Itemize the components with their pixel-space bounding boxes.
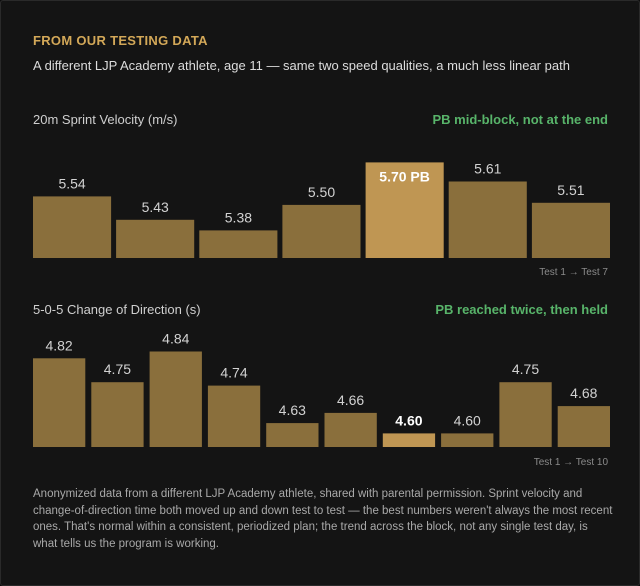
cod-bar-5 [266,423,319,447]
cod-value-label-1: 4.82 [45,337,72,353]
cod-value-label-4: 4.74 [220,365,247,381]
sprint-velocity-chart: 5.54 5.43 5.38 5.50 5.70 PB 5.61 5.51 [33,161,610,258]
sprint-bar-5 [365,162,444,258]
cod-value-label-8: 4.60 [454,412,481,428]
sprint-bar-6 [448,181,527,258]
sprint-range-label: Test 1 → Test 7 [539,267,608,278]
cod-value-label-2: 4.75 [104,361,131,377]
cod-bar-7 [382,433,436,447]
change-of-direction-chart: 4.82 4.75 4.84 4.74 4.63 4.66 4.60 4.60 4.75 4.68 [33,331,610,447]
eyebrow-label: FROM OUR TESTING DATA [33,33,208,48]
sprint-bar-4 [282,204,361,258]
sprint-value-label-2: 5.43 [142,199,169,215]
sprint-value-label-7: 5.51 [557,182,584,198]
cod-bar-8 [441,433,494,447]
cod-value-label-9: 4.75 [512,361,539,377]
cod-value-label-7: 4.60 [395,412,422,428]
cod-value-label-6: 4.66 [337,392,364,408]
cod-bar-9 [499,382,552,447]
cod-bar-4 [207,385,261,447]
cod-bar-3 [149,351,202,447]
sprint-bar-1 [33,196,112,258]
sprint-bar-7 [531,202,610,258]
sprint-value-label-5: 5.70 PB [379,168,430,184]
cod-bar-2 [91,382,144,447]
sprint-chart-annotation: PB mid-block, not at the end [432,112,608,127]
cod-value-label-5: 4.63 [279,402,306,418]
cod-bar-1 [33,358,86,447]
cod-chart-annotation: PB reached twice, then held [435,302,608,317]
cod-value-label-10: 4.68 [570,385,597,401]
cod-bar-6 [324,412,377,447]
sprint-bar-3 [199,230,278,258]
sprint-value-label-1: 5.54 [58,175,85,191]
cod-bar-10 [557,406,610,447]
footnote: Anonymized data from a different LJP Aca… [33,488,613,550]
cod-range-label: Test 1 → Test 10 [533,457,608,468]
sprint-value-label-6: 5.61 [474,161,501,177]
sprint-chart-title: 20m Sprint Velocity (m/s) [33,112,178,127]
cod-chart-title: 5-0-5 Change of Direction (s) [33,302,201,317]
cod-value-label-3: 4.84 [162,331,189,347]
sprint-bar-2 [116,219,195,258]
card-subtitle: A different LJP Academy athlete, age 11 … [33,58,570,73]
sprint-value-label-3: 5.38 [225,209,252,225]
sprint-value-label-4: 5.50 [308,184,335,200]
